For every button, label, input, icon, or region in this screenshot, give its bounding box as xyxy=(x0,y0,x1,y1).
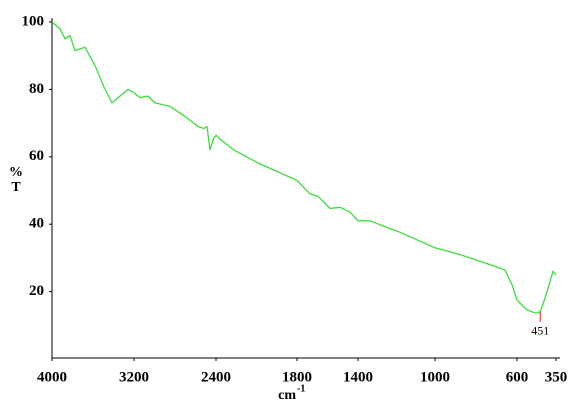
y-tick-label: 100 xyxy=(22,13,45,29)
x-axis-label-sup: -1 xyxy=(297,383,305,394)
spectrum-line xyxy=(51,21,557,314)
x-tick-label: 600 xyxy=(506,369,529,385)
y-tick-label: 60 xyxy=(29,148,44,164)
x-tick-label: 350 xyxy=(545,369,568,385)
x-axis-label: cm xyxy=(278,388,296,402)
x-tick-label: 4000 xyxy=(37,369,67,385)
y-axis-label: % xyxy=(9,165,23,180)
x-tick-label: 1800 xyxy=(282,369,312,385)
y-tick-label: 40 xyxy=(29,216,44,232)
x-tick-label: 1400 xyxy=(343,369,373,385)
y-tick-label: 80 xyxy=(29,81,44,97)
x-tick-label: 3200 xyxy=(119,369,149,385)
x-tick-label: 1000 xyxy=(420,369,450,385)
y-axis-label: T xyxy=(11,180,21,195)
x-tick-label: 2400 xyxy=(201,369,231,385)
peak-label: 451 xyxy=(531,324,549,338)
y-tick-label: 20 xyxy=(29,283,44,299)
